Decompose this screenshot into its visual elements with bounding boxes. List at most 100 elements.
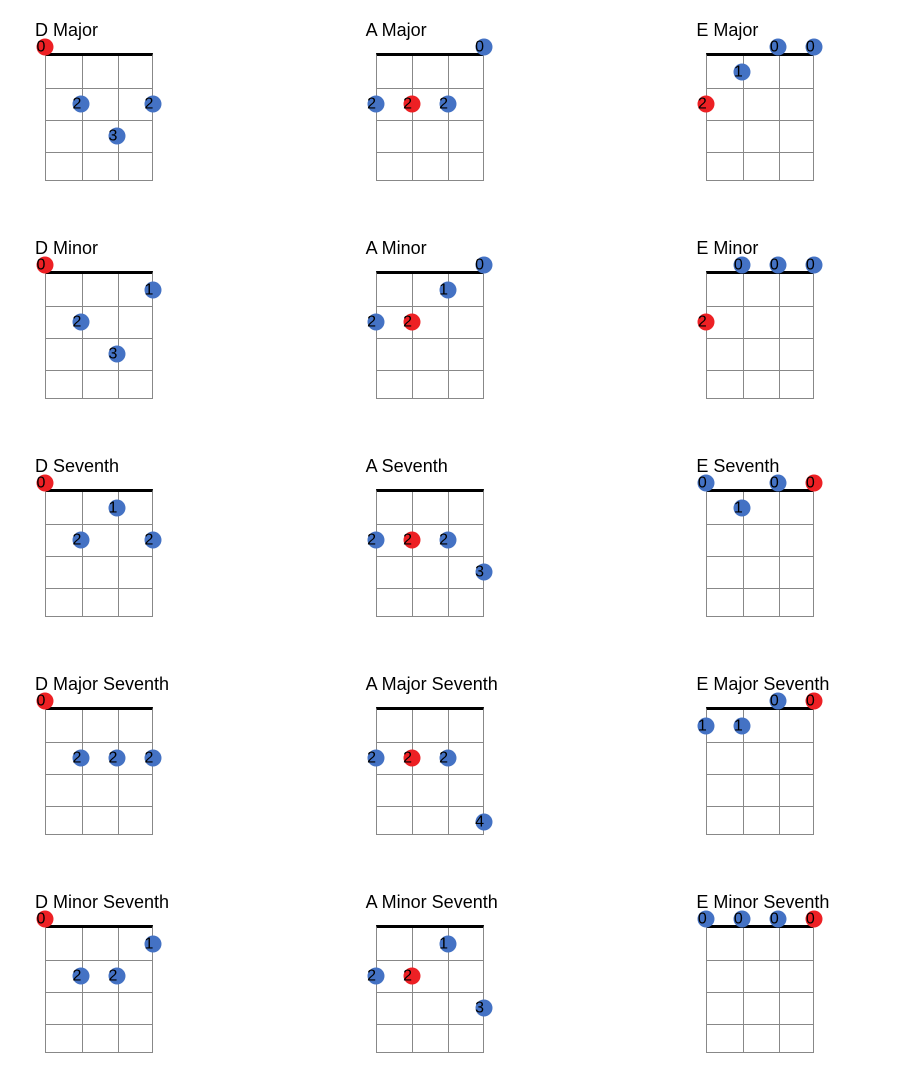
chord-name: A Minor Seventh (366, 892, 547, 913)
chord-diagram: A Minor Seventh1223 (356, 892, 547, 1055)
chord-name: E Minor Seventh (696, 892, 877, 913)
chord-diagram: D Seventh0122 (25, 456, 216, 619)
chord-dot: 0 (806, 693, 823, 710)
chord-dot: 2 (698, 314, 715, 331)
chord-dot: 0 (770, 257, 787, 274)
chord-fretboard: 2 2 2 4 (366, 697, 496, 837)
chord-dot: 2 (367, 968, 384, 985)
chord-dot: 3 (109, 128, 126, 145)
chord-name: A Minor (366, 238, 547, 259)
chord-dot: 0 (770, 475, 787, 492)
chord-fretboard: 0122 (35, 915, 165, 1055)
chord-fretboard: 1223 (366, 915, 496, 1055)
chord-name: E Minor (696, 238, 877, 259)
chord-name: A Major Seventh (366, 674, 547, 695)
chord-dot: 2 (403, 314, 420, 331)
chord-dot: 3 (475, 564, 492, 581)
chord-diagram: A Major Seventh 2 2 2 4 (356, 674, 547, 837)
chord-diagram: D Major0 2 3 2 (25, 20, 216, 183)
chord-dot: 0 (37, 475, 54, 492)
chord-diagram: E Major0 0 1 2 (686, 20, 877, 183)
chord-dot: 0 (770, 693, 787, 710)
chord-dot: 2 (145, 750, 162, 767)
chord-fretboard: 0012 (696, 43, 826, 183)
chord-fretboard: 0122 (366, 261, 496, 401)
chord-fretboard: 0123 (35, 261, 165, 401)
chord-fretboard: 0001 (696, 479, 826, 619)
chord-dot: 0 (475, 257, 492, 274)
chord-dot: 1 (734, 500, 751, 517)
chord-dot: 1 (698, 718, 715, 735)
chord-dot: 4 (475, 814, 492, 831)
chord-name: E Major Seventh (696, 674, 877, 695)
chord-dot: 2 (403, 532, 420, 549)
chord-dot: 0 (770, 911, 787, 928)
chord-name: D Major Seventh (35, 674, 216, 695)
chord-dot: 1 (439, 936, 456, 953)
chord-dot: 0 (806, 39, 823, 56)
chord-dot: 0 (37, 39, 54, 56)
chord-diagram: D Major Seventh0 2 2 2 (25, 674, 216, 837)
chord-fretboard: 0000 (696, 915, 826, 1055)
chord-fretboard: 0011 (696, 697, 826, 837)
chord-dot: 0 (806, 911, 823, 928)
chord-dot: 1 (734, 64, 751, 81)
chord-name: D Major (35, 20, 216, 41)
chord-diagram: E Major Seventh0 0 1 1 (686, 674, 877, 837)
chord-dot: 2 (73, 314, 90, 331)
chord-dot: 2 (145, 96, 162, 113)
chord-fretboard: 0122 (35, 479, 165, 619)
chord-name: D Minor (35, 238, 216, 259)
chord-dot: 2 (367, 750, 384, 767)
chord-dot: 2 (109, 750, 126, 767)
chord-diagram: D Minor0 1 2 3 (25, 238, 216, 401)
chord-diagram: E Minor0002 (686, 238, 877, 401)
chord-fretboard: 0222 (366, 43, 496, 183)
chord-dot: 1 (145, 282, 162, 299)
chord-dot: 1 (734, 718, 751, 735)
chord-dot: 0 (698, 911, 715, 928)
chord-diagram: A Minor0 1 2 2 (356, 238, 547, 401)
chord-dot: 2 (367, 532, 384, 549)
chord-dot: 2 (439, 750, 456, 767)
chord-fretboard: 2 2 2 3 (366, 479, 496, 619)
chord-dot: 2 (73, 968, 90, 985)
chord-dot: 1 (145, 936, 162, 953)
chord-dot: 0 (475, 39, 492, 56)
chord-name: E Major (696, 20, 877, 41)
chord-name: A Major (366, 20, 547, 41)
chord-diagram: D Minor Seventh0 1 2 2 (25, 892, 216, 1055)
chord-dot: 0 (698, 475, 715, 492)
chord-dot: 2 (367, 96, 384, 113)
chord-dot: 2 (73, 96, 90, 113)
chord-dot: 0 (806, 475, 823, 492)
chord-dot: 0 (806, 257, 823, 274)
chord-dot: 2 (109, 968, 126, 985)
chord-name: D Minor Seventh (35, 892, 216, 913)
chord-diagram: A Seventh 2 2 2 3 (356, 456, 547, 619)
chord-dot: 2 (439, 96, 456, 113)
chord-dot: 0 (734, 257, 751, 274)
chord-name: D Seventh (35, 456, 216, 477)
chord-dot: 2 (698, 96, 715, 113)
chord-diagram: E Minor Seventh0000 (686, 892, 877, 1055)
chord-dot: 0 (734, 911, 751, 928)
chord-dot: 2 (73, 532, 90, 549)
chord-dot: 1 (439, 282, 456, 299)
chord-grid: D Major0232A Major0222E Major0012D Minor… (25, 20, 877, 1055)
chord-fretboard: 0002 (696, 261, 826, 401)
chord-dot: 2 (439, 532, 456, 549)
chord-diagram: E Seventh0001 (686, 456, 877, 619)
chord-dot: 2 (367, 314, 384, 331)
chord-fretboard: 0222 (35, 697, 165, 837)
chord-dot: 2 (403, 750, 420, 767)
chord-dot: 3 (109, 346, 126, 363)
chord-dot: 0 (37, 911, 54, 928)
chord-name: A Seventh (366, 456, 547, 477)
chord-dot: 0 (37, 693, 54, 710)
chord-dot: 2 (403, 968, 420, 985)
chord-dot: 0 (37, 257, 54, 274)
chord-dot: 2 (73, 750, 90, 767)
chord-name: E Seventh (696, 456, 877, 477)
chord-dot: 0 (770, 39, 787, 56)
